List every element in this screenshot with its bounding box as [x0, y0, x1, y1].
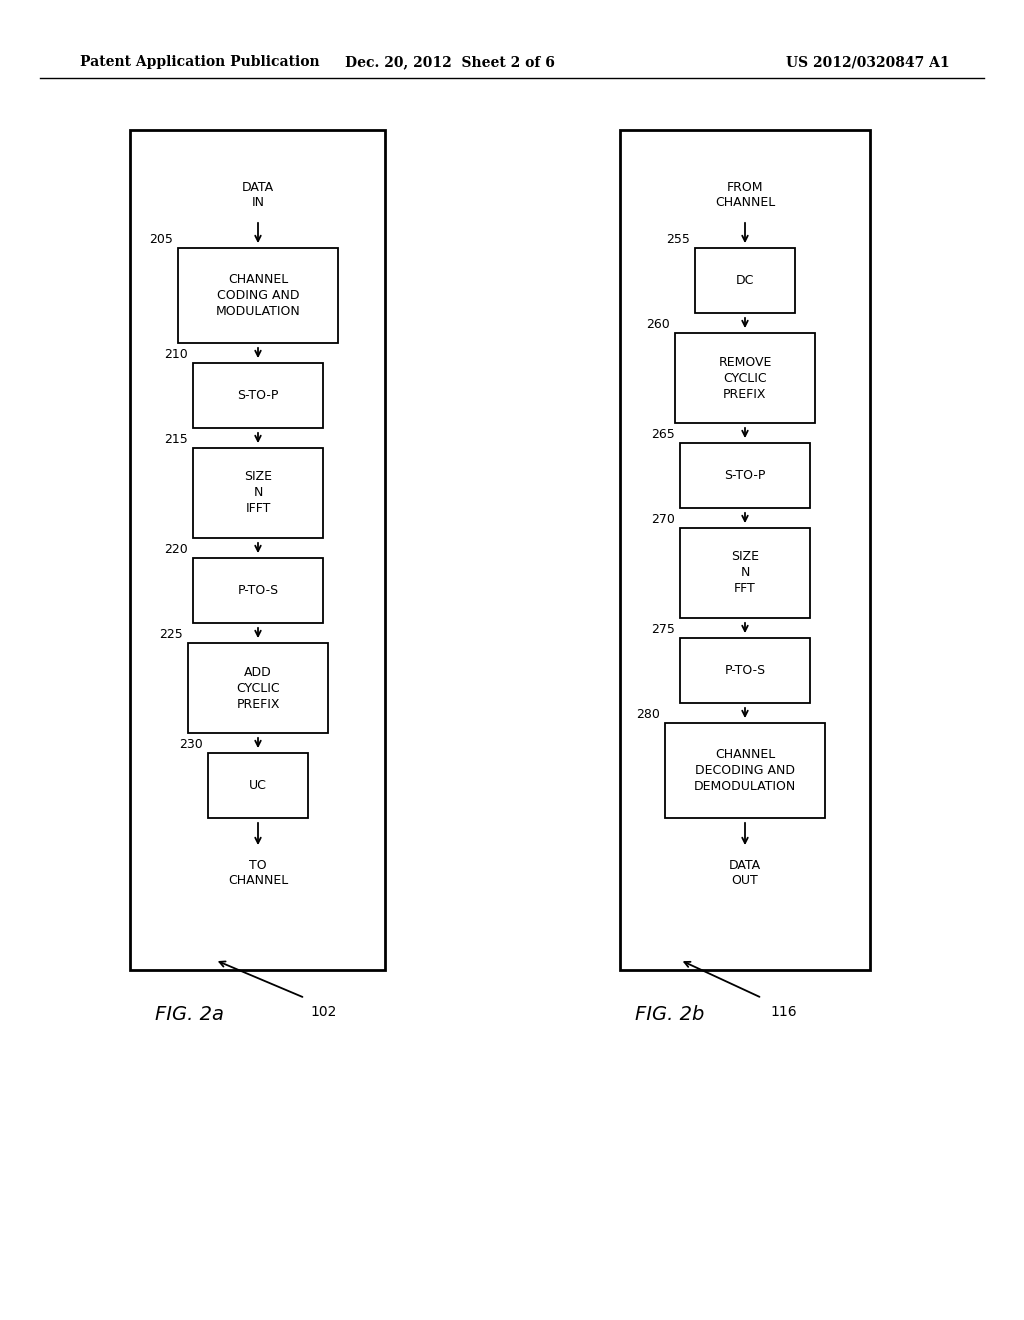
- Text: TO
CHANNEL: TO CHANNEL: [228, 859, 288, 887]
- Text: 220: 220: [164, 543, 188, 556]
- Text: S-TO-P: S-TO-P: [724, 469, 766, 482]
- Text: SIZE
N
FFT: SIZE N FFT: [731, 550, 759, 595]
- Text: DC: DC: [736, 275, 755, 286]
- Text: 205: 205: [150, 234, 173, 246]
- Bar: [665, 723, 825, 818]
- Text: 215: 215: [164, 433, 188, 446]
- Bar: [680, 444, 810, 508]
- Text: 265: 265: [651, 428, 675, 441]
- Bar: [178, 248, 338, 343]
- Text: P-TO-S: P-TO-S: [238, 583, 279, 597]
- Bar: [680, 638, 810, 704]
- Bar: [193, 558, 323, 623]
- Text: 225: 225: [160, 628, 183, 642]
- Text: CHANNEL
DECODING AND
DEMODULATION: CHANNEL DECODING AND DEMODULATION: [694, 748, 796, 793]
- Text: Dec. 20, 2012  Sheet 2 of 6: Dec. 20, 2012 Sheet 2 of 6: [345, 55, 555, 69]
- Bar: [208, 752, 308, 818]
- Text: DATA
OUT: DATA OUT: [729, 859, 761, 887]
- Text: 260: 260: [646, 318, 670, 331]
- Bar: [620, 129, 870, 970]
- Text: DATA
IN: DATA IN: [242, 181, 274, 209]
- Bar: [680, 528, 810, 618]
- Text: 116: 116: [770, 1005, 797, 1019]
- Bar: [188, 643, 328, 733]
- Text: 255: 255: [667, 234, 690, 246]
- Bar: [130, 129, 385, 970]
- Text: UC: UC: [249, 779, 267, 792]
- Text: 210: 210: [164, 348, 188, 360]
- Text: FIG. 2a: FIG. 2a: [155, 1005, 224, 1024]
- Text: 270: 270: [651, 513, 675, 525]
- Text: P-TO-S: P-TO-S: [724, 664, 766, 677]
- Text: SIZE
N
IFFT: SIZE N IFFT: [244, 470, 272, 516]
- Text: 280: 280: [636, 708, 660, 721]
- Text: 275: 275: [651, 623, 675, 636]
- Text: 102: 102: [310, 1005, 336, 1019]
- Text: CHANNEL
CODING AND
MODULATION: CHANNEL CODING AND MODULATION: [216, 273, 300, 318]
- Text: REMOVE
CYCLIC
PREFIX: REMOVE CYCLIC PREFIX: [718, 355, 772, 400]
- Bar: [193, 447, 323, 539]
- Bar: [193, 363, 323, 428]
- Bar: [675, 333, 815, 422]
- Text: Patent Application Publication: Patent Application Publication: [80, 55, 319, 69]
- Text: ADD
CYCLIC
PREFIX: ADD CYCLIC PREFIX: [237, 665, 280, 710]
- Text: US 2012/0320847 A1: US 2012/0320847 A1: [786, 55, 950, 69]
- Text: FIG. 2b: FIG. 2b: [635, 1005, 705, 1024]
- Bar: [695, 248, 795, 313]
- Text: S-TO-P: S-TO-P: [238, 389, 279, 403]
- Text: 230: 230: [179, 738, 203, 751]
- Text: FROM
CHANNEL: FROM CHANNEL: [715, 181, 775, 209]
